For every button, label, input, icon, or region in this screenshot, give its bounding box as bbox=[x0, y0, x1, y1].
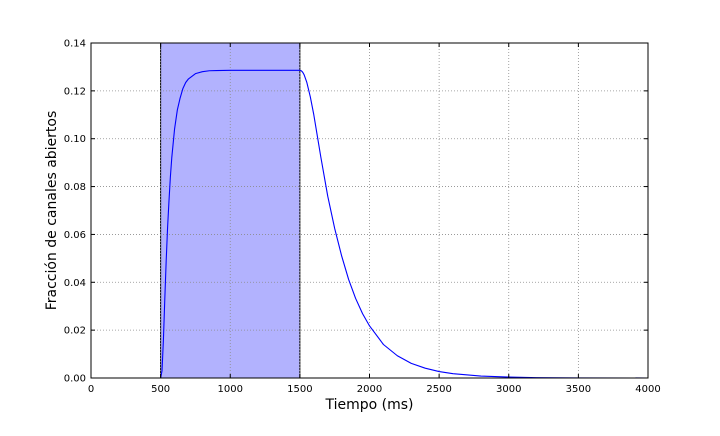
series-layer bbox=[91, 69, 649, 379]
y-tick-label: 0.08 bbox=[64, 182, 86, 193]
y-axis-label: Fracción de canales abiertos bbox=[44, 111, 60, 311]
x-tick-label: 1000 bbox=[218, 384, 243, 395]
series-line bbox=[91, 69, 649, 379]
y-tick-label: 0.12 bbox=[64, 86, 86, 97]
x-tick-label: 3000 bbox=[496, 384, 521, 395]
y-tick-label: 0.06 bbox=[64, 230, 86, 241]
x-tick-label: 1500 bbox=[287, 384, 312, 395]
x-tick-label: 3500 bbox=[566, 384, 591, 395]
y-tick-label: 0.14 bbox=[64, 39, 86, 50]
y-tick-label: 0.04 bbox=[64, 278, 86, 289]
x-tick-label: 4000 bbox=[635, 384, 660, 395]
y-tick-label: 0.02 bbox=[64, 326, 86, 337]
x-tick-label: 0 bbox=[88, 384, 94, 395]
x-tick-label: 500 bbox=[151, 384, 170, 395]
tick-layer: 0 500 1000 1500 2000 2500 3000 3500 4000 0.00 0.02… bbox=[64, 39, 661, 396]
x-tick-label: 2000 bbox=[357, 384, 382, 395]
y-tick-label: 0.10 bbox=[64, 134, 86, 145]
grid-layer bbox=[91, 43, 648, 378]
x-axis-label: Tiempo (ms) bbox=[324, 397, 413, 413]
y-tick-label: 0.00 bbox=[64, 374, 86, 385]
x-tick-label: 2500 bbox=[426, 384, 451, 395]
